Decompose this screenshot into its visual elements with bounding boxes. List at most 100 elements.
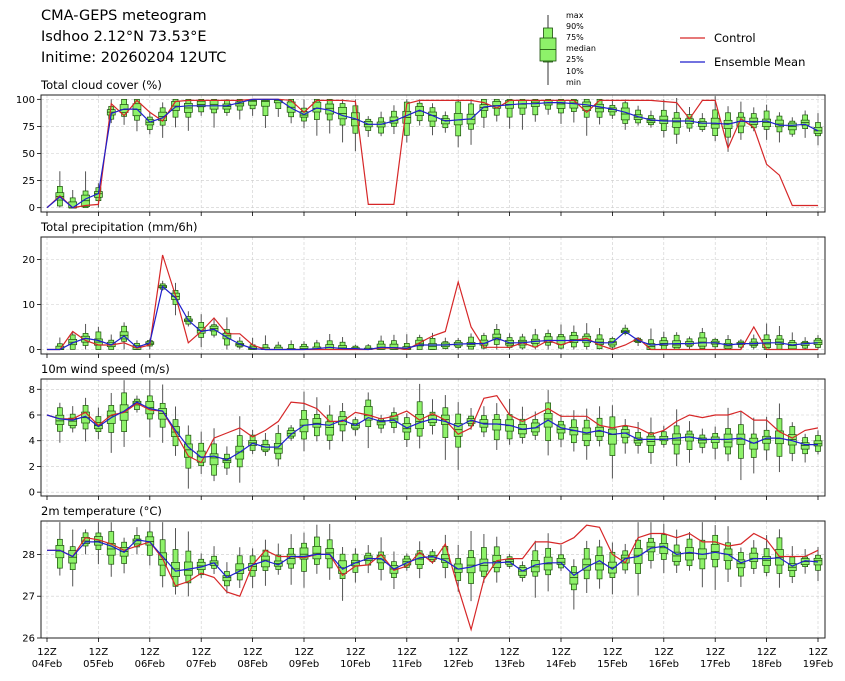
box-inner — [672, 551, 682, 562]
box-step-40 — [556, 414, 566, 448]
x-tick-label-date: 05Feb — [83, 659, 113, 670]
box-step-53 — [723, 106, 733, 152]
box-step-37 — [518, 406, 527, 444]
box-step-47 — [646, 522, 656, 569]
legend-control-label: Control — [714, 31, 756, 45]
box-step-34 — [479, 534, 489, 583]
box-step-55 — [749, 334, 759, 350]
box-step-27 — [389, 105, 399, 135]
box-inner — [299, 547, 309, 560]
legend-p90: 90% — [566, 22, 584, 31]
x-tick-label-date: 14Feb — [546, 659, 576, 670]
box-step-48 — [659, 331, 669, 350]
x-tick-label-date: 06Feb — [135, 659, 165, 670]
box-step-12 — [196, 98, 206, 116]
box-step-16 — [248, 98, 257, 116]
box-step-55 — [749, 540, 759, 574]
panel-4: 2m temperature (°C) 26 27 28 — [22, 504, 826, 645]
box-inner — [813, 440, 823, 447]
control-line — [47, 254, 818, 351]
box-step-31 — [441, 337, 450, 350]
box-step-8 — [145, 111, 155, 135]
y-tick-label: 0 — [29, 203, 35, 214]
x-tick-label-time: 12Z — [89, 647, 109, 658]
y-tick-label: 0 — [29, 488, 35, 499]
box-step-57 — [775, 112, 784, 143]
box-inner — [672, 117, 682, 128]
box-inner — [261, 100, 270, 107]
x-tick-label-date: 16Feb — [649, 659, 679, 670]
box-step-54 — [736, 411, 746, 481]
box-step-59 — [800, 433, 810, 463]
box-step-4 — [94, 522, 103, 565]
y-tick-label: 100 — [16, 95, 35, 106]
box-step-31 — [441, 111, 450, 133]
panel-frame — [40, 94, 826, 213]
box-inner — [312, 546, 322, 560]
box-step-29 — [415, 383, 424, 449]
y-tick-label: 8 — [29, 385, 35, 396]
box-step-10 — [171, 98, 180, 128]
box-inner — [543, 336, 553, 343]
box-step-44 — [608, 542, 617, 595]
box-inner — [171, 562, 180, 577]
legend-mean-label: Ensemble Mean — [714, 55, 805, 69]
box-step-41 — [569, 325, 579, 350]
legend-p25: 25% — [566, 55, 584, 64]
x-tick-label-time: 12Z — [191, 647, 211, 658]
box-step-14 — [222, 99, 232, 116]
box-inner — [171, 426, 180, 437]
box-step-53 — [723, 335, 733, 350]
box-step-5 — [106, 334, 116, 350]
box-step-36 — [505, 98, 514, 129]
x-tick-label-time: 12Z — [397, 647, 417, 658]
box-step-50 — [685, 421, 694, 463]
box-step-18 — [273, 98, 283, 117]
box-step-21 — [312, 397, 322, 442]
box-step-18 — [273, 424, 283, 467]
box-inner — [132, 538, 142, 545]
box-step-20 — [299, 532, 309, 588]
box-step-2 — [68, 331, 78, 350]
box-step-19 — [286, 534, 296, 585]
y-tick-label: 0 — [29, 345, 35, 356]
box-step-6 — [119, 537, 129, 574]
box-step-15 — [235, 337, 245, 350]
box-inner — [55, 414, 65, 425]
panel-1: Total cloud cover (%) 0 25 50 75 100 — [16, 78, 826, 216]
box-step-39 — [543, 98, 553, 115]
box-step-1 — [55, 522, 65, 576]
box-step-2 — [68, 529, 78, 587]
legend-max: max — [566, 11, 584, 20]
box-step-47 — [646, 417, 656, 464]
x-tick-label-date: 08Feb — [237, 659, 267, 670]
box-step-55 — [749, 417, 759, 474]
box-step-1 — [55, 402, 65, 443]
x-tick-label-date: 17Feb — [700, 659, 730, 670]
box-step-38 — [530, 98, 540, 122]
box-step-58 — [787, 546, 797, 584]
box-step-50 — [685, 532, 694, 571]
box-step-45 — [620, 99, 630, 130]
box-step-5 — [106, 392, 116, 453]
box-step-3 — [81, 171, 90, 209]
box-step-29 — [415, 99, 424, 126]
control-line — [47, 524, 819, 632]
box-step-33 — [466, 407, 476, 430]
boxplots — [55, 96, 823, 209]
panel-2: Total precipitation (mm/6h) 0 10 20 — [22, 220, 826, 358]
box-inner — [248, 100, 257, 106]
x-tick-label-date: 12Feb — [443, 659, 473, 670]
box-inner — [222, 575, 232, 582]
box-step-20 — [299, 99, 309, 129]
box-step-21 — [312, 524, 322, 574]
ensemble-mean-line — [46, 401, 818, 461]
box-step-17 — [261, 433, 270, 456]
box-inner — [273, 442, 283, 454]
box-step-49 — [672, 409, 682, 467]
boxplots — [55, 280, 823, 350]
x-tick-label-date: 15Feb — [597, 659, 627, 670]
x-tick-label-time: 12Z — [551, 647, 571, 658]
box-inner — [376, 420, 386, 426]
box-step-30 — [428, 103, 437, 136]
